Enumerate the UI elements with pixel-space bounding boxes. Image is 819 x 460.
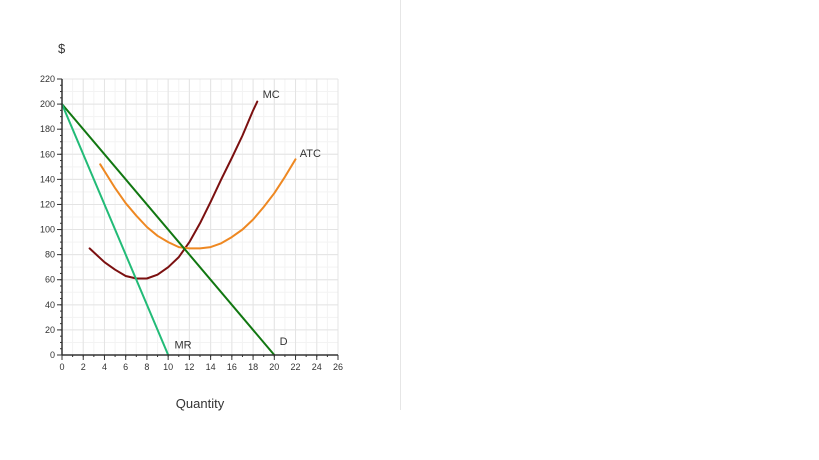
x-axis-label: Quantity — [176, 396, 225, 411]
y-tick-label: 200 — [40, 99, 55, 109]
series-label-atc: ATC — [300, 148, 321, 160]
grid-minor — [61, 78, 339, 356]
y-tick-label: 100 — [40, 225, 55, 235]
y-tick-label: 20 — [45, 325, 55, 335]
x-tick-label: 26 — [333, 362, 343, 372]
y-tick-label: 220 — [40, 74, 55, 84]
chart: 0 2 4 6 8 10 12 14 16 18 20 22 24 2602040608010012014… — [40, 41, 343, 411]
x-tick-label: 16 — [227, 362, 237, 372]
series-line-d — [61, 103, 276, 356]
x-tick-label: 18 — [248, 362, 258, 372]
y-tick-label: 160 — [40, 149, 55, 159]
y-tick-label: 0 — [50, 350, 55, 360]
series-labels: MC ATC D MR — [175, 89, 322, 352]
series-line-mr — [61, 103, 170, 356]
x-tick-label: 20 — [269, 362, 279, 372]
x-tick-label: 2 — [81, 362, 86, 372]
panel-divider — [400, 0, 401, 410]
series-layer — [61, 100, 297, 356]
y-axis-label: $ — [58, 41, 66, 56]
series-label-mc: MC — [263, 89, 280, 101]
x-tick-label: 6 — [123, 362, 128, 372]
x-tick-label: 8 — [144, 362, 149, 372]
y-tick-label: 140 — [40, 174, 55, 184]
series-label-d: D — [280, 336, 288, 348]
y-tick-label: 80 — [45, 250, 55, 260]
x-tick-label: 24 — [312, 362, 322, 372]
series-line-atc — [99, 158, 297, 250]
x-tick-label: 10 — [163, 362, 173, 372]
y-tick-label: 60 — [45, 275, 55, 285]
series-line-mc — [88, 100, 259, 280]
x-tick-label: 4 — [102, 362, 107, 372]
ticks-layer: 0 2 4 6 8 10 12 14 16 18 20 22 24 2602040608010012014… — [40, 74, 343, 372]
y-tick-label: 180 — [40, 124, 55, 134]
y-tick-label: 120 — [40, 199, 55, 209]
y-tick-label: 40 — [45, 300, 55, 310]
x-tick-label: 0 — [59, 362, 64, 372]
x-tick-label: 14 — [206, 362, 216, 372]
x-tick-label: 22 — [291, 362, 301, 372]
series-label-mr: MR — [175, 340, 192, 352]
x-tick-label: 12 — [184, 362, 194, 372]
